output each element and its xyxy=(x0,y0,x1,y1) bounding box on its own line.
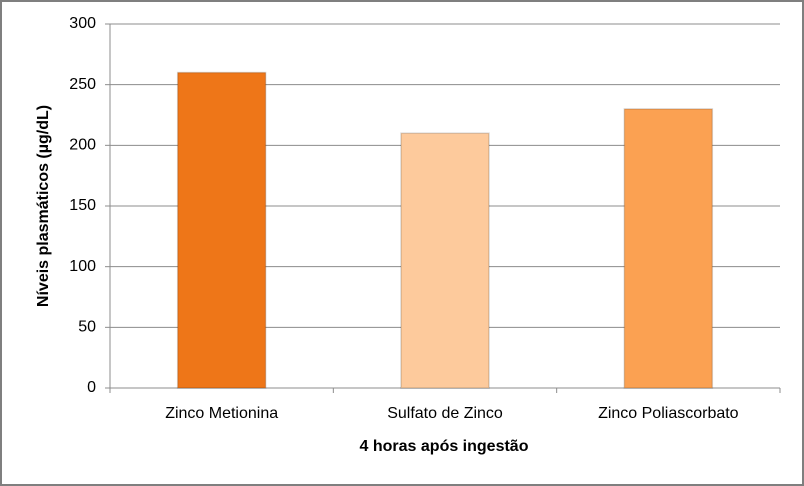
bar xyxy=(176,71,267,389)
y-axis-title: Níveis plasmáticos (µg/dL) xyxy=(35,105,52,307)
y-tick-label: 250 xyxy=(69,76,96,93)
x-tick-label: Zinco Metionina xyxy=(165,405,278,422)
bar xyxy=(623,108,714,389)
x-tick-label: Sulfato de Zinco xyxy=(387,405,503,422)
x-axis-title: 4 horas após ingestão xyxy=(360,438,529,455)
y-tick-label: 100 xyxy=(69,258,96,275)
y-tick-label: 200 xyxy=(69,137,96,154)
y-tick-label: 150 xyxy=(69,197,96,214)
x-tick-label: Zinco Poliascorbato xyxy=(598,405,739,422)
y-tick-label: 300 xyxy=(69,15,96,32)
y-tick-label: 0 xyxy=(87,379,96,396)
bar xyxy=(400,132,490,389)
y-tick-label: 50 xyxy=(78,319,96,336)
